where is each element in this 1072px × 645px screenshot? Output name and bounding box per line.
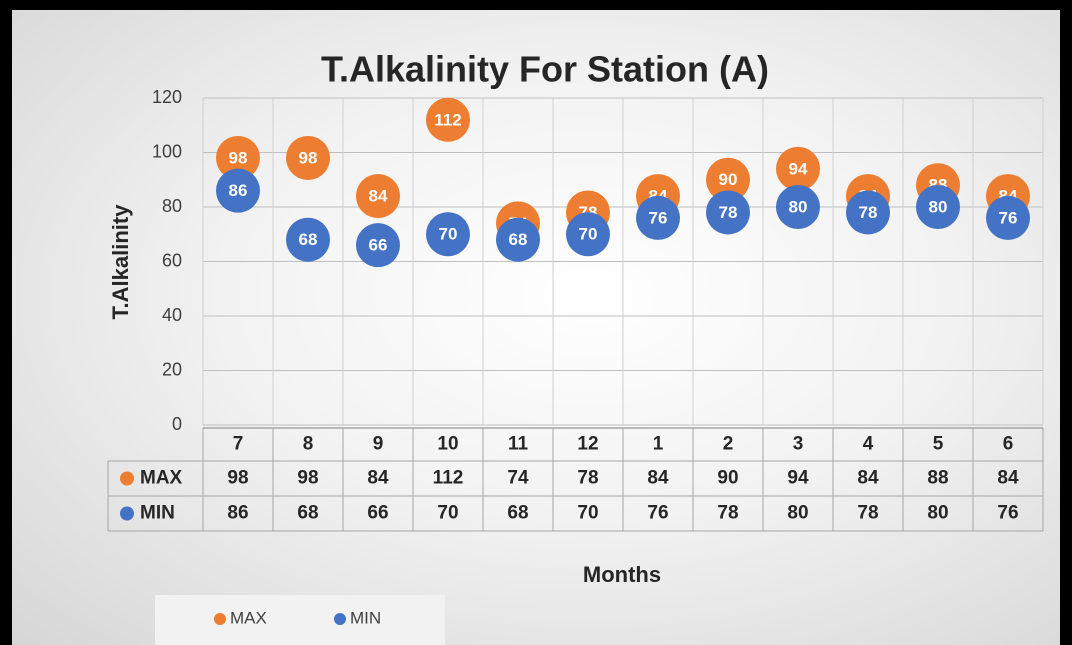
data-label: 80 <box>789 197 808 216</box>
x-tick-label: 6 <box>1003 434 1014 455</box>
chart-frame <box>12 10 1060 645</box>
table-cell: 70 <box>437 503 458 524</box>
marker <box>286 217 330 262</box>
table-legend-key <box>120 471 134 486</box>
table-cell: 68 <box>297 503 318 524</box>
marker <box>846 190 890 235</box>
data-label: 68 <box>509 230 528 249</box>
legend-label: MIN <box>350 608 381 627</box>
marker <box>286 135 330 180</box>
table-cell: 78 <box>577 468 598 489</box>
data-label: 76 <box>649 208 668 227</box>
x-tick-label: 7 <box>233 434 244 455</box>
table-cell: 66 <box>367 503 388 524</box>
data-label: 98 <box>229 148 248 167</box>
marker <box>496 217 540 262</box>
y-tick-label: 100 <box>152 141 182 161</box>
data-label: 98 <box>299 148 318 167</box>
marker <box>706 157 750 202</box>
data-label: 66 <box>369 236 388 255</box>
table-row-label: MAX <box>140 468 183 489</box>
marker <box>566 212 610 257</box>
y-tick-label: 80 <box>162 196 182 216</box>
y-tick-label: 20 <box>162 359 182 379</box>
marker <box>706 190 750 235</box>
data-label: 94 <box>789 159 808 178</box>
table-cell: 78 <box>857 503 878 524</box>
data-label: 68 <box>299 230 318 249</box>
x-tick-label: 11 <box>508 434 529 455</box>
x-tick-label: 1 <box>653 434 664 455</box>
legend-box <box>155 595 445 645</box>
y-tick-label: 60 <box>162 250 182 270</box>
data-label: 84 <box>369 187 388 206</box>
x-tick-label: 10 <box>437 434 458 455</box>
table-cell: 84 <box>857 468 879 489</box>
marker <box>636 195 680 240</box>
marker <box>776 185 820 229</box>
data-label: 78 <box>719 203 738 222</box>
data-label: 80 <box>929 197 948 216</box>
table-cell: 112 <box>433 468 464 489</box>
table-cell: 68 <box>507 503 528 524</box>
y-tick-label: 40 <box>162 305 182 325</box>
marker <box>426 212 470 257</box>
table-cell: 80 <box>787 503 808 524</box>
table-cell: 90 <box>717 468 738 489</box>
table-legend-key <box>120 506 134 521</box>
legend-key <box>334 613 346 625</box>
table-cell: 94 <box>787 468 809 489</box>
table-cell: 80 <box>927 503 948 524</box>
marker <box>986 195 1030 240</box>
x-axis-label: Months <box>583 562 661 587</box>
y-tick-label: 120 <box>152 87 182 107</box>
data-label: 86 <box>229 181 248 200</box>
y-axis-label: T.Alkalinity <box>108 204 133 320</box>
table-cell: 84 <box>367 468 389 489</box>
legend-label: MAX <box>230 608 267 627</box>
marker <box>356 223 400 268</box>
table-cell: 98 <box>227 468 248 489</box>
x-tick-label: 9 <box>373 434 384 455</box>
marker <box>356 174 400 219</box>
marker <box>216 135 260 180</box>
table-row-label: MIN <box>140 503 175 524</box>
legend-key <box>214 613 226 625</box>
table-cell: 86 <box>227 503 248 524</box>
data-label: 76 <box>999 208 1018 227</box>
data-label: 78 <box>859 203 878 222</box>
data-label: 70 <box>439 225 458 244</box>
marker <box>216 168 260 213</box>
table-cell: 76 <box>647 503 668 524</box>
x-tick-label: 2 <box>723 434 734 455</box>
table-cell: 84 <box>997 468 1019 489</box>
chart-title: T.Alkalinity For Station (A) <box>321 49 769 90</box>
data-label: 112 <box>434 110 461 129</box>
table-cell: 76 <box>997 503 1018 524</box>
table-cell: 88 <box>927 468 948 489</box>
marker <box>916 185 960 229</box>
marker <box>426 97 470 142</box>
table-cell: 70 <box>577 503 598 524</box>
y-tick-label: 0 <box>172 414 182 434</box>
table-cell: 74 <box>507 468 529 489</box>
marker <box>776 146 820 191</box>
x-tick-label: 5 <box>933 434 944 455</box>
table-cell: 78 <box>717 503 738 524</box>
x-tick-label: 3 <box>793 434 804 455</box>
x-tick-label: 4 <box>863 434 874 455</box>
table-cell: 98 <box>297 468 318 489</box>
data-label: 90 <box>719 170 738 189</box>
table-cell: 84 <box>647 468 669 489</box>
x-tick-label: 8 <box>303 434 314 455</box>
x-tick-label: 12 <box>577 434 598 455</box>
data-label: 70 <box>579 225 598 244</box>
